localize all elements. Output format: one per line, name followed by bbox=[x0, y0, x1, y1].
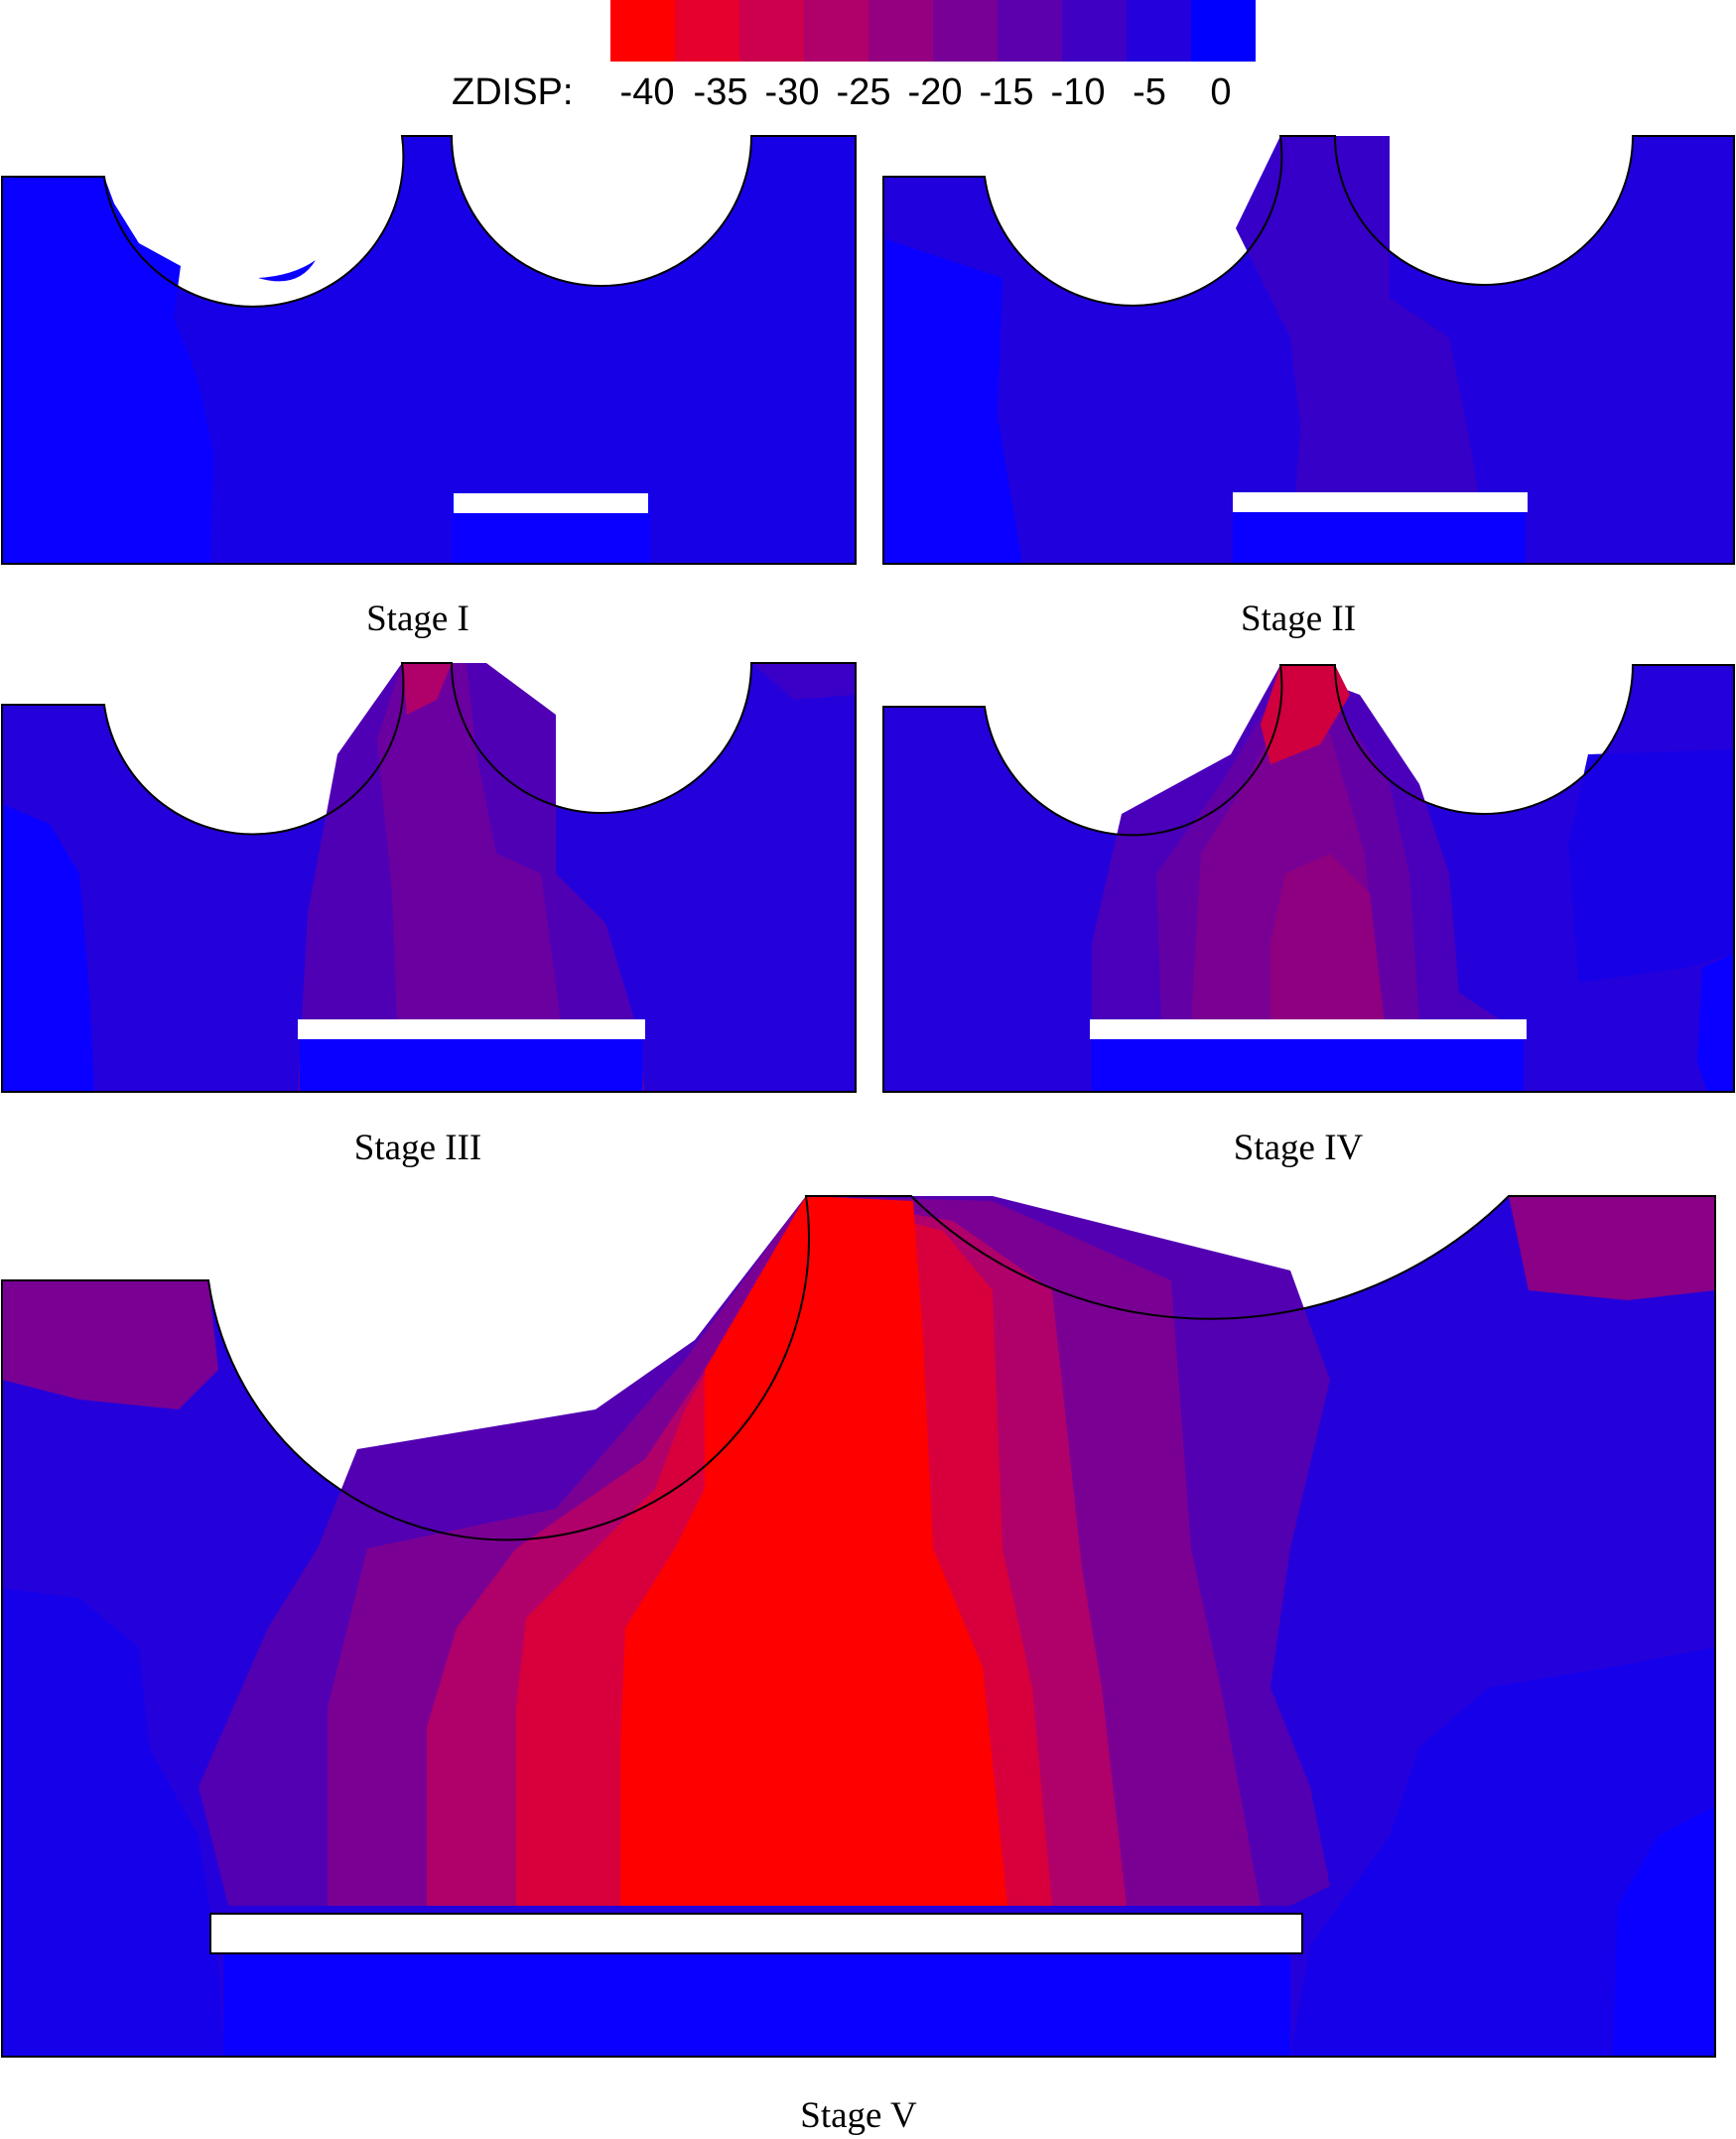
stage-2-mid-band bbox=[1236, 136, 1479, 496]
legend-tick-label: -40 bbox=[619, 71, 675, 113]
stage-3-label: Stage III bbox=[353, 1128, 482, 1168]
legend-swatch bbox=[675, 0, 739, 62]
stage-2-blue-zone bbox=[883, 238, 1022, 564]
stage-4-label: Stage IV bbox=[1233, 1128, 1364, 1168]
stage-4-right-mid bbox=[1568, 749, 1734, 983]
stage-5-plate bbox=[209, 1913, 1303, 1954]
stage-3-plate bbox=[298, 1019, 645, 1039]
legend-swatch bbox=[804, 0, 868, 62]
stage-2-plate bbox=[1233, 492, 1528, 512]
stage-4-band-30 bbox=[1270, 854, 1385, 1022]
color-legend-bar bbox=[610, 0, 1256, 62]
legend-swatch bbox=[1127, 0, 1191, 62]
legend-tick-label: -10 bbox=[1050, 71, 1106, 113]
legend-swatch bbox=[610, 0, 675, 62]
stage-2-outline bbox=[882, 135, 1735, 565]
stage-3-top-right bbox=[751, 663, 856, 700]
stage-4-top-red bbox=[1261, 665, 1350, 764]
legend-swatch bbox=[998, 0, 1062, 62]
stage-5-left-blue bbox=[2, 1588, 223, 2057]
legend-swatch bbox=[1191, 0, 1256, 62]
stage-4-plate bbox=[1090, 1019, 1527, 1039]
stage-5-right-deep-blue bbox=[1613, 1806, 1715, 2057]
legend-swatch bbox=[739, 0, 804, 62]
stage-1-plate bbox=[454, 493, 648, 513]
stage-4-outline bbox=[882, 664, 1735, 1093]
stage-3-outline bbox=[1, 662, 857, 1093]
legend-swatch bbox=[868, 0, 933, 62]
stage-5-right-blue bbox=[1290, 1648, 1715, 2057]
legend-tick-label: -25 bbox=[836, 71, 891, 113]
stage-5-core-red bbox=[620, 1196, 1007, 1906]
stage-3-band-20 bbox=[377, 663, 561, 1022]
legend-tick-label: -15 bbox=[979, 71, 1034, 113]
stage-1-field bbox=[2, 136, 856, 564]
legend-title: ZDISP: bbox=[452, 71, 574, 113]
stage-1-outline bbox=[1, 135, 857, 565]
stage-2-label: Stage II bbox=[1240, 599, 1357, 639]
legend-tick-label: -30 bbox=[764, 71, 820, 113]
legend-swatch bbox=[1062, 0, 1127, 62]
stage-5-label: Stage V bbox=[800, 2095, 917, 2136]
legend-tick-label: -20 bbox=[907, 71, 963, 113]
stage-5-top-right-purple bbox=[1509, 1196, 1715, 1300]
stage-1-blue-tip bbox=[258, 260, 316, 282]
stage-5-outline bbox=[1, 1195, 1716, 2058]
stage-3-blue-zone bbox=[2, 804, 94, 1092]
legend-tick-label: 0 bbox=[1210, 71, 1232, 113]
stage-1-label: Stage I bbox=[366, 599, 469, 639]
stage-3-top-red bbox=[402, 663, 452, 715]
stage-5-top-left-purple bbox=[2, 1280, 218, 1409]
legend-tick-label: -35 bbox=[693, 71, 748, 113]
legend-swatch bbox=[933, 0, 998, 62]
legend-tick-label: -5 bbox=[1133, 71, 1166, 113]
stage-4-right-blue bbox=[1697, 953, 1734, 1092]
